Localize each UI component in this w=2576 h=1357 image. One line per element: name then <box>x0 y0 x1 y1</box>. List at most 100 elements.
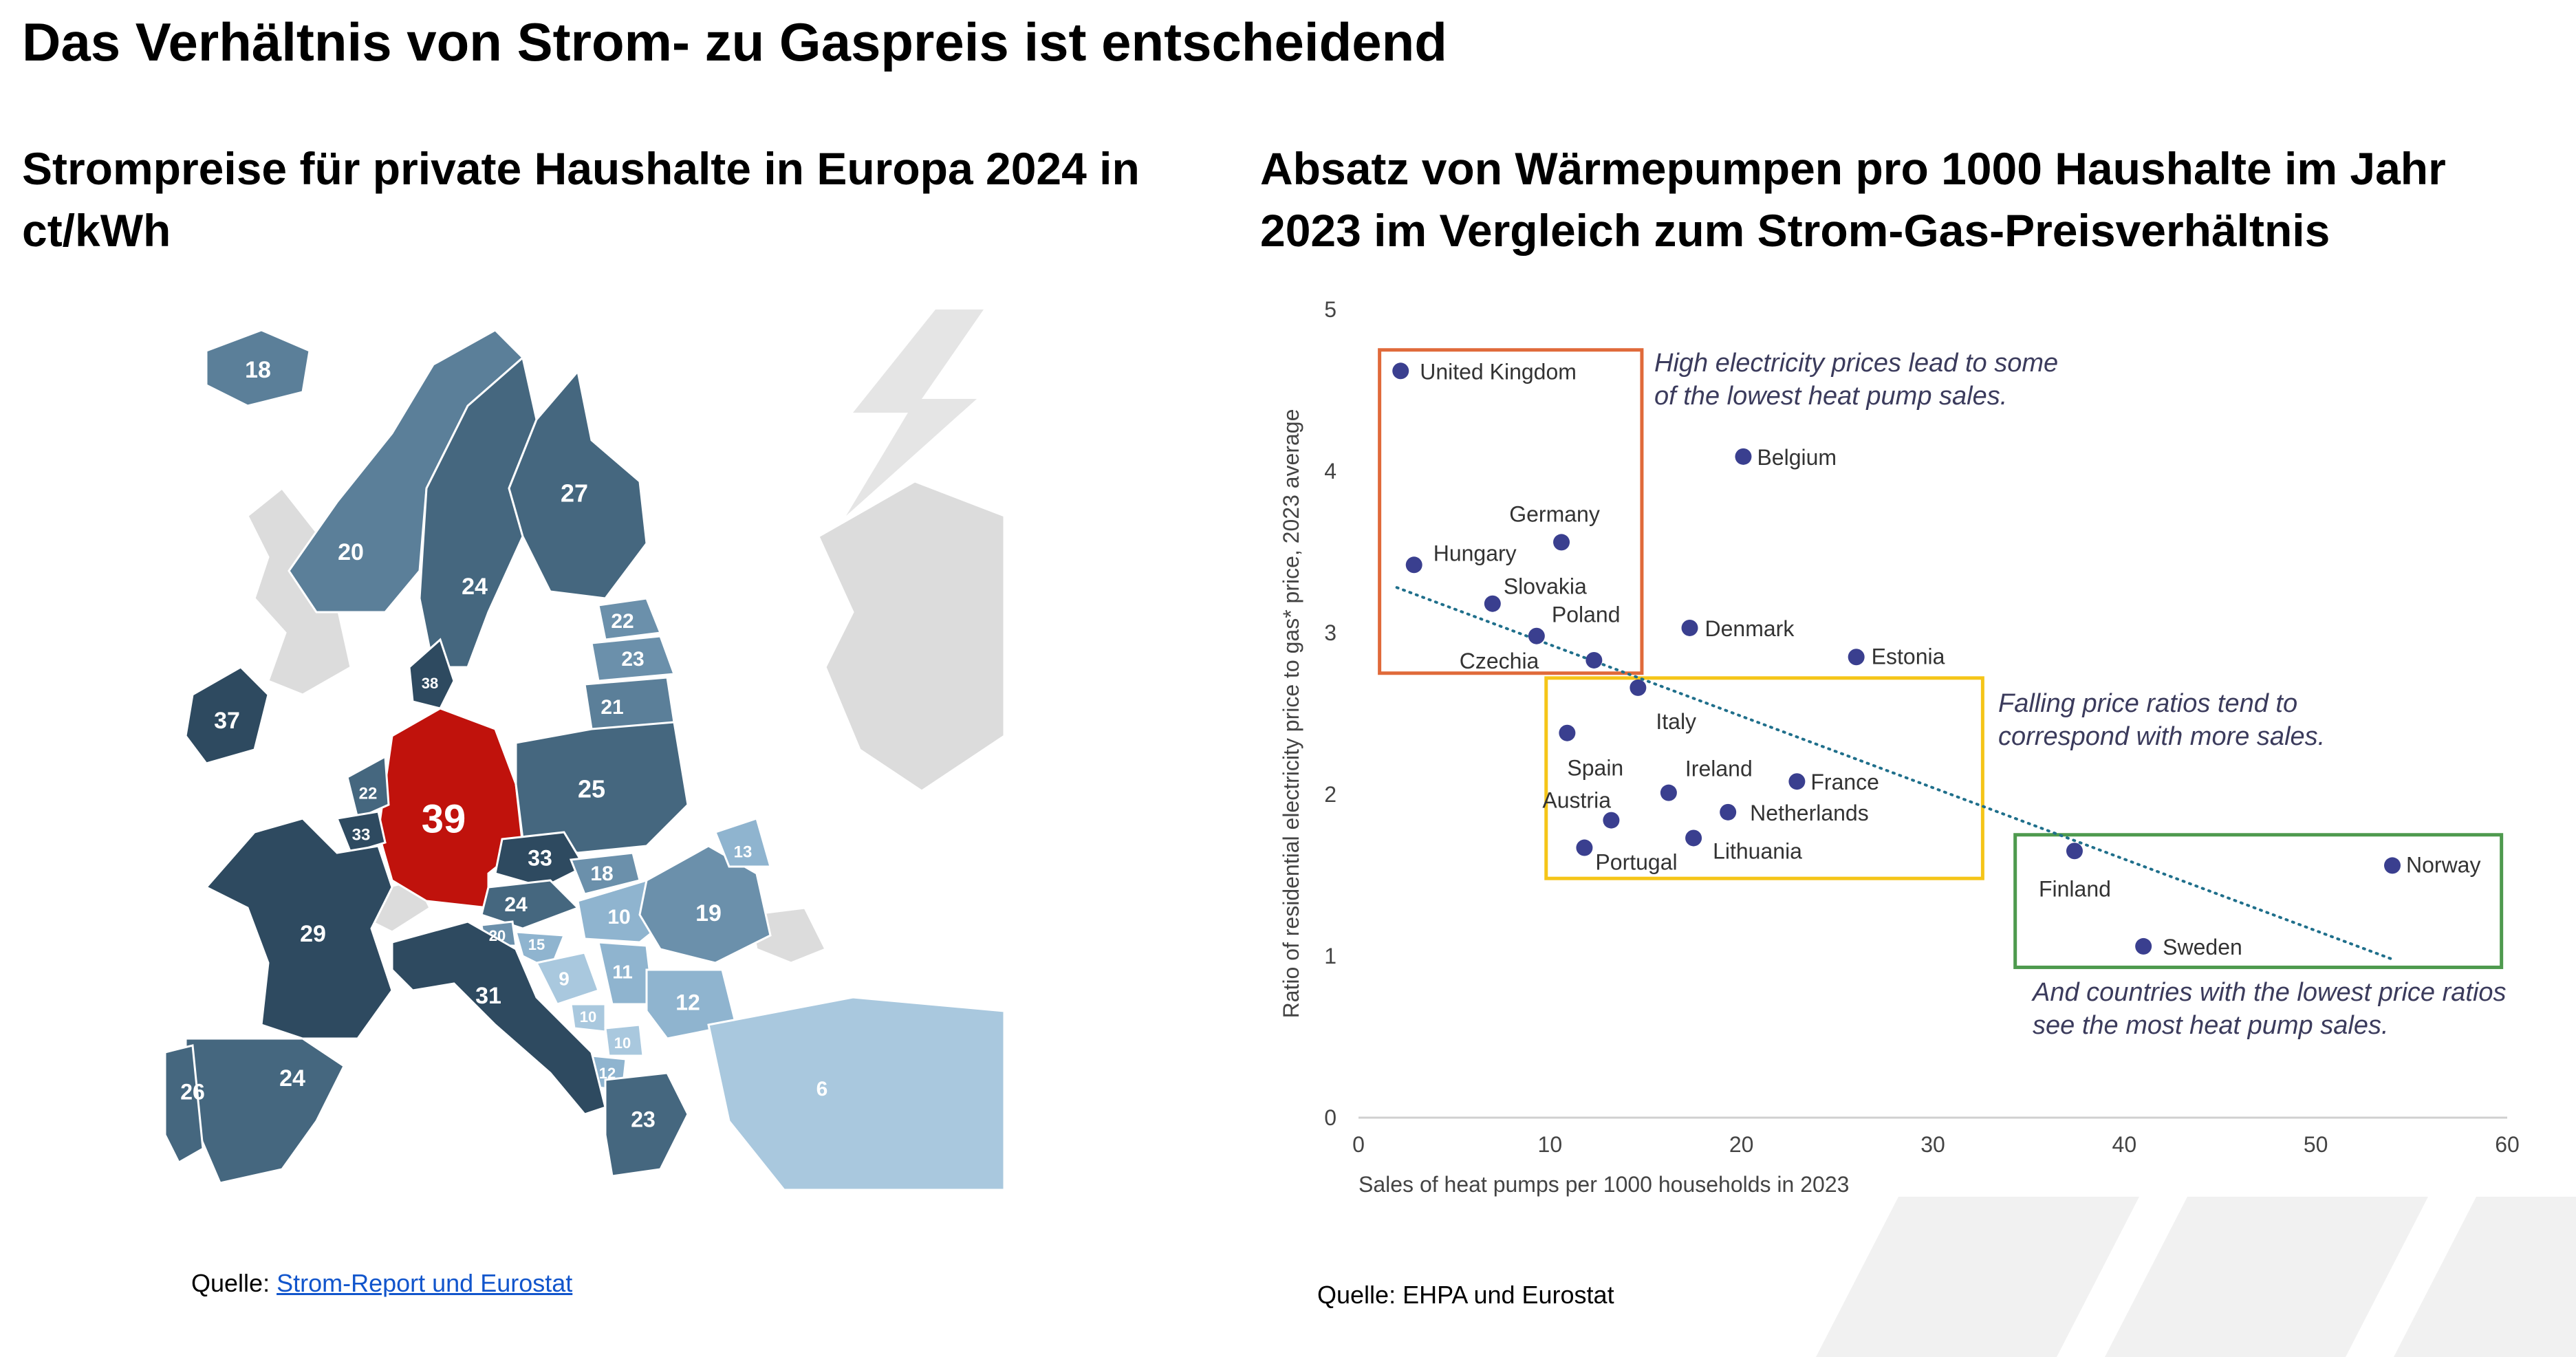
x-axis-title: Sales of heat pumps per 1000 households … <box>1359 1172 1849 1197</box>
map-region-turkey <box>707 996 1004 1190</box>
map-region-bulgaria <box>645 968 737 1040</box>
point-label-netherlands: Netherlands <box>1750 801 1869 825</box>
point-label-portugal: Portugal <box>1595 850 1677 875</box>
y-tick-label: 1 <box>1324 944 1336 968</box>
map-label-germany: 39 <box>422 796 466 841</box>
point-ireland <box>1660 784 1677 801</box>
y-tick-label: 0 <box>1324 1105 1336 1130</box>
map-title: Strompreise für private Haushalte in Eur… <box>22 143 1140 256</box>
map-source: Quelle: Strom-Report und Eurostat <box>191 1269 572 1298</box>
y-tick-label: 2 <box>1324 782 1336 807</box>
map-region-netherlands <box>346 755 390 821</box>
map-label-belgium: 33 <box>352 825 371 844</box>
chart-source: Quelle: EHPA und Eurostat <box>1317 1281 1614 1309</box>
map-label-slovenia: 20 <box>489 927 506 944</box>
x-tick-label: 40 <box>2112 1132 2137 1157</box>
trend-line <box>1395 586 2394 961</box>
map-label-austria: 24 <box>504 893 528 916</box>
map-label-moldova: 13 <box>734 843 753 861</box>
point-label-poland: Poland <box>1552 602 1621 627</box>
data-points: United Kingdom Belgium Germany Hungary Slova… <box>1392 359 2480 959</box>
point-label-spain: Spain <box>1567 756 1623 781</box>
map-label-bosnia: 9 <box>559 968 570 989</box>
point-united-kingdom <box>1392 362 1409 380</box>
map-region-romania <box>638 845 772 964</box>
y-axis-title: Ratio of residential electricity price t… <box>1279 409 1303 1019</box>
map-region-austria <box>480 879 580 930</box>
point-label-denmark: Denmark <box>1705 616 1795 641</box>
map-region-greece <box>604 1072 689 1177</box>
map-region-ireland <box>184 666 270 765</box>
point-sweden <box>2135 937 2152 955</box>
map-label-hungary: 10 <box>607 906 630 929</box>
point-label-austria: Austria <box>1542 788 1611 813</box>
map-label-kosovo: 10 <box>614 1034 631 1052</box>
map-region-moldova <box>714 817 772 868</box>
point-label-lithuania: Lithuania <box>1713 838 1802 863</box>
deco-stripe-1 <box>1816 1197 2139 1357</box>
deco-stripe-3 <box>2394 1197 2576 1357</box>
map-region-spain <box>184 1037 345 1184</box>
map-label-bulgaria: 12 <box>675 990 700 1014</box>
highlight-box-2 <box>1544 676 1984 880</box>
map-label-estonia: 22 <box>611 610 634 633</box>
point-label-norway: Norway <box>2406 852 2480 877</box>
point-netherlands <box>1720 803 1737 821</box>
map-label-netherlands: 22 <box>359 784 378 803</box>
y-tick-label: 3 <box>1324 620 1336 645</box>
map-label-france: 29 <box>300 921 326 947</box>
x-tick-label: 10 <box>1538 1132 1563 1157</box>
point-label-belgium: Belgium <box>1757 445 1837 470</box>
point-label-ireland: Ireland <box>1685 757 1753 781</box>
map-source-link[interactable]: Strom-Report und Eurostat <box>277 1269 573 1297</box>
point-denmark <box>1681 619 1698 636</box>
point-label-slovakia: Slovakia <box>1504 574 1587 599</box>
annotation-2: Falling price ratios tend to correspond w… <box>1998 689 2325 751</box>
point-label-sweden: Sweden <box>2163 935 2242 959</box>
annotations: High electricity prices lead to some of t… <box>1654 349 2507 1040</box>
map-source-prefix: Quelle: <box>191 1269 277 1297</box>
map-region-estonia <box>597 597 662 641</box>
map-label-finland: 27 <box>561 479 588 508</box>
x-tick-label: 30 <box>1920 1132 1945 1157</box>
map-label-greece: 23 <box>631 1107 656 1131</box>
point-label-czechia: Czechia <box>1460 649 1539 673</box>
map-label-spain: 24 <box>279 1065 305 1092</box>
map-label-portugal: 26 <box>180 1079 205 1104</box>
point-label-italy: Italy <box>1656 709 1696 734</box>
map-region-belgium <box>335 810 387 854</box>
map-label-north-macedonia: 12 <box>599 1065 616 1082</box>
map-value-labels: 18 20 24 27 22 23 21 38 37 39 25 22 33 33 18 24 10 19 13 29… <box>180 357 827 1131</box>
uk-region <box>246 486 352 696</box>
trend-line-group <box>1395 586 2394 961</box>
y-tick-label: 4 <box>1324 459 1336 484</box>
map-label-croatia: 15 <box>528 936 545 953</box>
point-portugal <box>1576 839 1593 856</box>
map-label-iceland: 18 <box>245 357 271 383</box>
map-label-sweden: 24 <box>462 574 488 600</box>
point-belgium <box>1735 448 1752 465</box>
map-region-latvia <box>590 635 676 682</box>
map-country-shapes <box>165 329 1004 1190</box>
annotation-1: High electricity prices lead to some of t… <box>1654 349 2058 411</box>
point-slovakia <box>1484 595 1501 612</box>
map-region-portugal <box>165 1044 204 1164</box>
map-label-montenegro: 10 <box>580 1008 596 1025</box>
point-france <box>1788 773 1806 790</box>
map-region-bosnia <box>534 951 600 1006</box>
map-label-italy: 31 <box>475 983 501 1009</box>
map-region-czechia <box>494 831 587 889</box>
map-label-czechia: 33 <box>528 845 552 870</box>
point-lithuania <box>1685 829 1702 847</box>
point-label-hungary: Hungary <box>1433 541 1517 565</box>
point-estonia <box>1848 649 1865 666</box>
europe-price-map: 18 20 24 27 22 23 21 38 37 39 25 22 33 33 18 24 10 19 13 29… <box>165 310 1004 1190</box>
map-region-slovakia <box>569 851 641 895</box>
map-label-latvia: 23 <box>621 648 644 671</box>
x-tick-label: 20 <box>1729 1132 1754 1157</box>
point-czechia <box>1585 651 1603 669</box>
slide-title: Das Verhältnis von Strom- zu Gaspreis is… <box>22 12 1447 72</box>
point-poland <box>1528 627 1545 644</box>
highlight-boxes <box>1378 348 2504 969</box>
